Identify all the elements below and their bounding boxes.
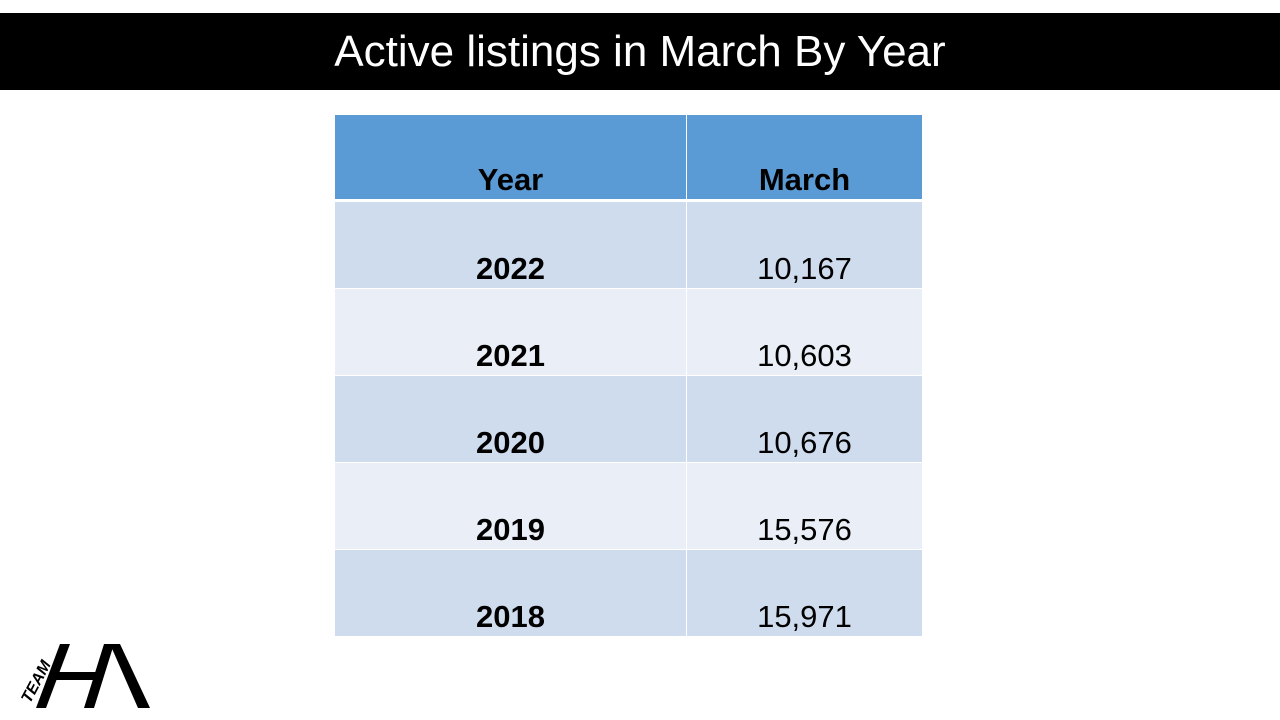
listings-table: Year March 2022 10,167 2021 10,603 2020 10,67… [334, 115, 923, 636]
slide-title: Active listings in March By Year [334, 26, 946, 76]
march-value-cell: 10,676 [686, 375, 923, 463]
table-header-row: Year March [334, 115, 923, 202]
year-cell: 2021 [334, 288, 687, 376]
year-cell: 2018 [334, 549, 687, 636]
year-cell: 2019 [334, 462, 687, 550]
table-row: 2019 15,576 [334, 462, 923, 550]
march-value-cell: 10,167 [686, 200, 923, 289]
header-year: Year [334, 115, 687, 202]
header-march: March [686, 115, 923, 202]
table-row: 2022 10,167 [334, 200, 923, 289]
table-row: 2021 10,603 [334, 288, 923, 376]
team-ha-logo: TEAM [19, 644, 150, 708]
table-row: 2020 10,676 [334, 375, 923, 463]
march-value-cell: 15,576 [686, 462, 923, 550]
title-bar: Active listings in March By Year [0, 13, 1280, 90]
march-value-cell: 10,603 [686, 288, 923, 376]
march-value-cell: 15,971 [686, 549, 923, 636]
table-body: 2022 10,167 2021 10,603 2020 10,676 2019 15,576… [334, 200, 923, 636]
year-cell: 2020 [334, 375, 687, 463]
year-cell: 2022 [334, 200, 687, 289]
table-row: 2018 15,971 [334, 549, 923, 636]
